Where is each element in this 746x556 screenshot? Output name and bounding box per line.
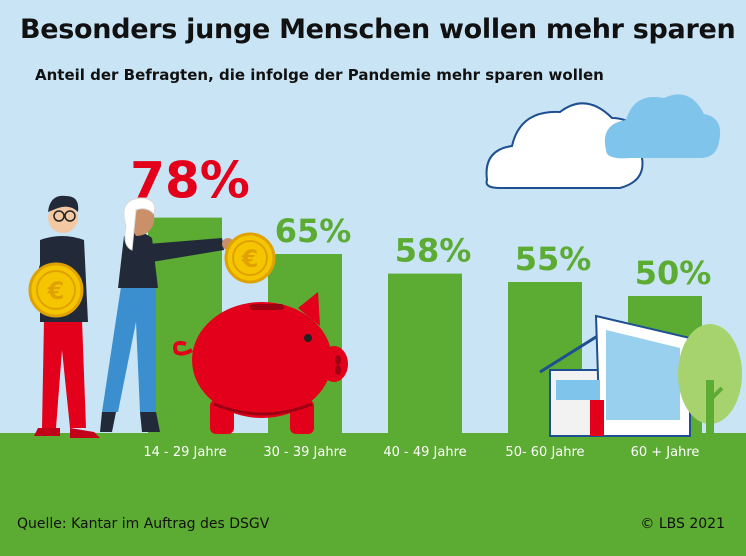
page-title: Besonders junge Menschen wollen mehr spa… bbox=[20, 14, 736, 45]
house-icon bbox=[539, 314, 691, 437]
woman-inserting-coin-icon: € bbox=[100, 197, 276, 432]
ground bbox=[0, 433, 746, 556]
piggy-bank-icon bbox=[173, 292, 348, 434]
bar-3 bbox=[388, 273, 462, 436]
cloud-small-icon bbox=[604, 94, 721, 159]
source-note: Quelle: Kantar im Auftrag des DSGV bbox=[17, 516, 270, 532]
category-label-5: 60 + Jahre bbox=[631, 445, 700, 460]
cloud-large-icon bbox=[485, 102, 644, 189]
value-label-5: 50% bbox=[635, 254, 712, 292]
category-label-4: 50- 60 Jahre bbox=[505, 445, 584, 460]
svg-text:€: € bbox=[47, 277, 65, 305]
category-label-3: 40 - 49 Jahre bbox=[383, 445, 466, 460]
tree-icon bbox=[678, 324, 742, 438]
value-label-2: 65% bbox=[275, 212, 352, 250]
category-label-2: 30 - 39 Jahre bbox=[263, 445, 346, 460]
category-label-1: 14 - 29 Jahre bbox=[143, 445, 226, 460]
value-label-3: 58% bbox=[395, 232, 472, 270]
svg-text:€: € bbox=[241, 245, 259, 273]
page-subtitle: Anteil der Befragten, die infolge der Pa… bbox=[35, 66, 604, 84]
value-label-4: 55% bbox=[515, 240, 592, 278]
copyright-note: © LBS 2021 bbox=[640, 516, 725, 532]
man-holding-coin-icon: € bbox=[28, 195, 100, 438]
